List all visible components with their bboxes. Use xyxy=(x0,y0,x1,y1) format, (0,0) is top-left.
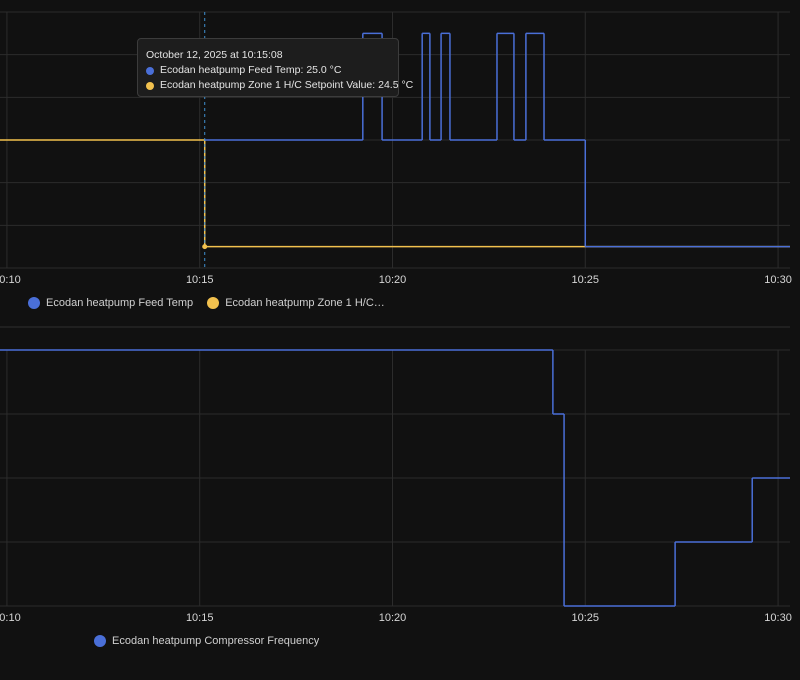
legend-swatch xyxy=(94,635,106,647)
x-tick-label: 10:15 xyxy=(186,274,214,286)
legend: Ecodan heatpump Feed Temp Ecodan heatpump… xyxy=(28,297,387,309)
hover-point xyxy=(202,244,208,250)
x-tick-label: 10:25 xyxy=(572,612,600,624)
x-tick-label: 10:30 xyxy=(764,274,792,286)
tooltip-dot xyxy=(146,81,154,90)
x-tick-label: 10:20 xyxy=(379,274,407,286)
legend-item: Ecodan heatpump Compressor Frequency xyxy=(94,635,319,647)
legend-item: Ecodan heatpump Zone 1 H/C Setpoint Valu… xyxy=(207,297,387,309)
legend-label: Ecodan heatpump Feed Temp xyxy=(46,297,194,309)
legend-label: Ecodan heatpump Zone 1 H/C Setpoint Valu… xyxy=(225,297,387,309)
legend: Ecodan heatpump Compressor Frequency xyxy=(94,635,319,647)
legend-item: Ecodan heatpump Feed Temp xyxy=(28,297,193,309)
x-tick-label: 10:10 xyxy=(0,612,21,624)
legend-swatch xyxy=(207,297,220,309)
tooltip-item: Ecodan heatpump Zone 1 H/C Setpoint Valu… xyxy=(160,79,414,91)
x-tick-label: 10:30 xyxy=(764,612,792,624)
x-tick-label: 10:25 xyxy=(572,274,600,286)
x-tick-label: 10:20 xyxy=(379,612,407,624)
x-tick-label: 10:15 xyxy=(186,612,214,624)
tooltip-title: October 12, 2025 at 10:15:08 xyxy=(146,49,283,61)
tooltip-item: Ecodan heatpump Feed Temp: 25.0 °C xyxy=(160,64,342,76)
tooltip: October 12, 2025 at 10:15:08 Ecodan heat… xyxy=(137,38,413,97)
tooltip-dot xyxy=(146,66,154,75)
legend-label: Ecodan heatpump Compressor Frequency xyxy=(112,635,320,647)
tooltip-row: Ecodan heatpump Feed Temp: 25.0 °C xyxy=(146,63,390,78)
x-tick-label: 10:10 xyxy=(0,274,21,286)
legend-swatch xyxy=(28,297,40,309)
tooltip-row: Ecodan heatpump Zone 1 H/C Setpoint Valu… xyxy=(146,78,413,93)
